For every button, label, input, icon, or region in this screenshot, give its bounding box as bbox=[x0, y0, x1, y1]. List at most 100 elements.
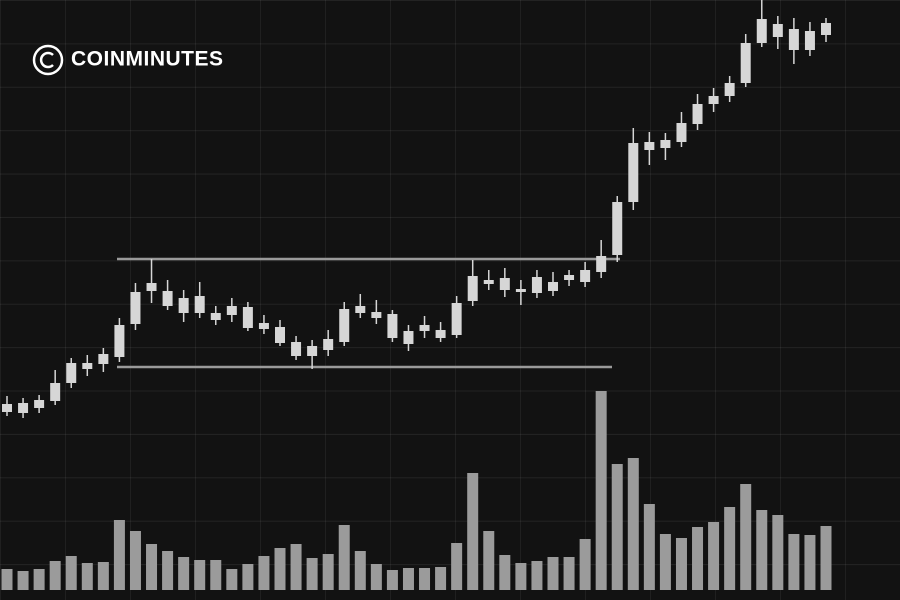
candle-body bbox=[82, 363, 93, 369]
volume-bar bbox=[804, 535, 816, 590]
candle-body bbox=[804, 31, 815, 50]
volume-bar bbox=[322, 554, 334, 590]
candle-body bbox=[788, 29, 799, 50]
candle-body bbox=[612, 202, 623, 255]
volume-bar bbox=[113, 520, 125, 590]
volume-bar bbox=[242, 564, 254, 590]
volume-bar bbox=[178, 557, 190, 590]
volume-bar bbox=[772, 515, 784, 590]
candle-body bbox=[467, 276, 478, 301]
candle-body bbox=[740, 43, 751, 83]
volume-bar bbox=[451, 543, 463, 590]
candle-body bbox=[564, 275, 575, 280]
volume-bar bbox=[146, 544, 158, 590]
candle-body bbox=[772, 24, 783, 37]
candle-body bbox=[275, 327, 285, 343]
volume-bar bbox=[338, 525, 350, 590]
volume-bar bbox=[370, 564, 382, 590]
volume-bar bbox=[290, 544, 302, 590]
logo: COINMINUTES bbox=[32, 44, 223, 76]
volume-bar bbox=[402, 568, 414, 590]
candle-layer bbox=[2, 0, 831, 418]
candle-body bbox=[194, 296, 205, 313]
volume-bar bbox=[97, 562, 109, 590]
candle-body bbox=[580, 270, 591, 282]
volume-bar bbox=[49, 561, 61, 590]
candle-body bbox=[451, 303, 462, 335]
candle-body bbox=[242, 307, 253, 328]
candle-body bbox=[387, 314, 398, 338]
volume-bar bbox=[515, 563, 527, 590]
volume-bar bbox=[274, 548, 286, 590]
candle-body bbox=[660, 140, 671, 148]
volume-bar bbox=[483, 531, 495, 590]
candle-body bbox=[291, 342, 302, 356]
volume-bar bbox=[595, 391, 607, 590]
volume-bar bbox=[675, 538, 687, 590]
volume-bar bbox=[467, 473, 479, 590]
volume-bar bbox=[226, 569, 238, 590]
volume-bar bbox=[627, 458, 639, 590]
candle-body bbox=[676, 123, 687, 142]
volume-bar bbox=[33, 569, 45, 590]
volume-bar bbox=[740, 484, 752, 590]
candle-body bbox=[371, 312, 382, 318]
volume-bar bbox=[659, 534, 671, 590]
volume-bar bbox=[1, 569, 13, 590]
volume-bar bbox=[708, 522, 720, 590]
volume-bar bbox=[563, 557, 575, 590]
logo-c bbox=[39, 51, 54, 69]
candle-body bbox=[2, 404, 12, 412]
volume-bar bbox=[724, 507, 736, 590]
candle-body bbox=[483, 280, 494, 284]
volume-bar bbox=[499, 555, 511, 590]
candle-body bbox=[419, 325, 430, 331]
candle-body bbox=[146, 283, 157, 291]
logo-ring bbox=[32, 44, 64, 76]
candle-body bbox=[435, 330, 446, 338]
candle-body bbox=[403, 331, 414, 344]
candle-body bbox=[756, 19, 767, 43]
volume-bar bbox=[306, 558, 318, 590]
volume-bar bbox=[692, 527, 704, 590]
candle-body bbox=[644, 142, 655, 150]
candle-body bbox=[98, 354, 109, 364]
volume-bar bbox=[435, 567, 447, 590]
candle-body bbox=[515, 289, 526, 292]
candle-body bbox=[339, 309, 350, 342]
candle-body bbox=[355, 306, 366, 313]
volume-bar bbox=[194, 560, 206, 590]
candle-body bbox=[34, 400, 45, 408]
candle-body bbox=[258, 323, 269, 329]
volume-bar bbox=[258, 556, 270, 590]
volume-bar bbox=[756, 510, 768, 590]
candle-body bbox=[708, 96, 719, 104]
volume-bar bbox=[65, 556, 77, 590]
candle-body bbox=[178, 298, 189, 313]
volume-bar bbox=[210, 560, 222, 590]
candle-body bbox=[531, 277, 542, 293]
candle-body bbox=[307, 346, 318, 356]
volume-bar bbox=[547, 557, 559, 590]
candle-body bbox=[323, 339, 334, 350]
candle-body bbox=[548, 282, 558, 291]
candle-body bbox=[724, 83, 735, 96]
candle-body bbox=[226, 306, 237, 315]
candle-body bbox=[50, 383, 61, 401]
candle-body bbox=[162, 291, 173, 306]
candle-body bbox=[66, 363, 77, 383]
volume-bar bbox=[162, 551, 174, 590]
candle-body bbox=[130, 292, 141, 324]
volume-bar bbox=[611, 464, 623, 590]
volume-bar bbox=[17, 571, 29, 590]
volume-bar bbox=[643, 504, 655, 590]
volume-bar bbox=[81, 563, 93, 590]
candle-body bbox=[18, 403, 29, 413]
candle-body bbox=[499, 278, 510, 290]
volume-bar bbox=[579, 539, 591, 590]
volume-bar bbox=[419, 568, 431, 590]
volume-bar bbox=[531, 561, 543, 590]
volume-bar bbox=[820, 526, 832, 590]
